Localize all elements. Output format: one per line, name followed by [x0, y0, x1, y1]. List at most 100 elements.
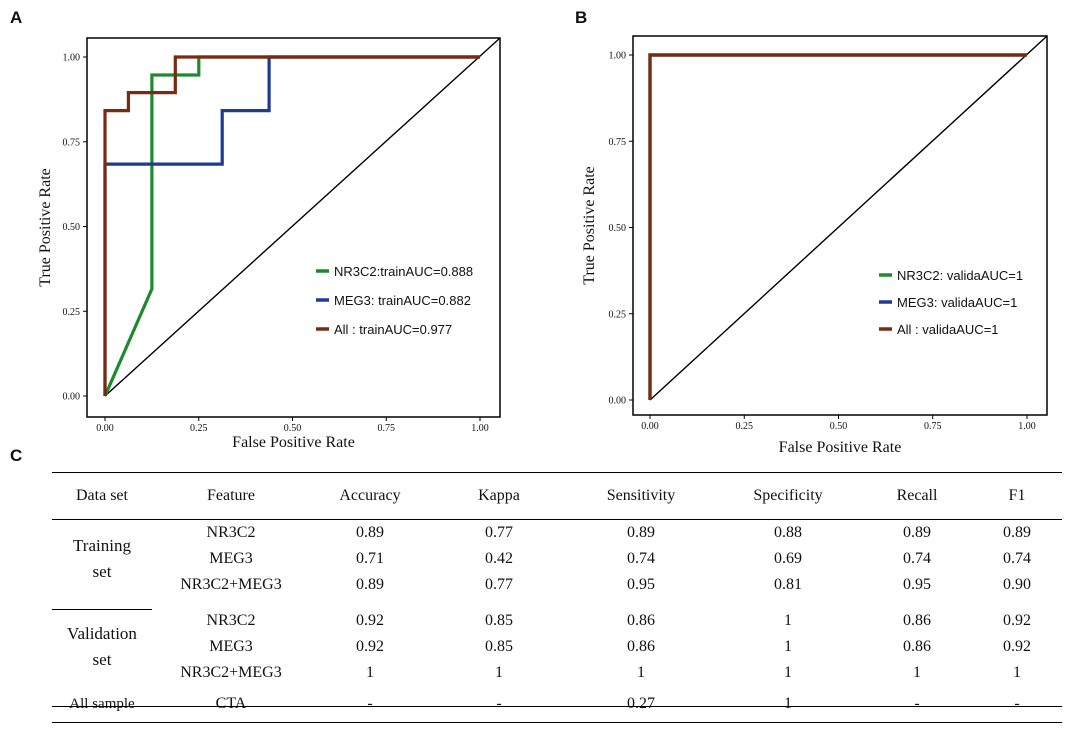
table-cell: -: [972, 686, 1062, 723]
table-cell: 0.74: [1003, 550, 1031, 567]
table-cell: MEG3: [209, 638, 253, 655]
roc-charts: 0.00 0.25 0.50 0.75 1.00 0.00 0.25 0.50 0.75 1.00…: [37, 35, 1048, 456]
table-cell: 0.95: [627, 576, 655, 593]
table-cell: 0.92: [356, 638, 384, 655]
table-cell: 0.85: [485, 638, 513, 655]
chart-a-legend-label-all: All : trainAUC=0.977: [334, 322, 452, 337]
table-cell: 0.95: [903, 576, 931, 593]
col-header-kappa: Kappa: [430, 472, 568, 520]
chart-a-x-tick-label: 0.75: [378, 423, 396, 434]
all-sample-divider: [52, 706, 1062, 707]
table-cell: 0.89: [903, 524, 931, 541]
table-cell: 0.89: [356, 524, 384, 541]
table-cell: 1: [637, 664, 645, 681]
table-cell: 0.71: [356, 550, 384, 567]
table-row: NR3C2+MEG3 1 1 1 1 1 1: [52, 660, 1062, 686]
chart-b-legend-label-nr3c2: NR3C2: validaAUC=1: [897, 268, 1023, 283]
table-cell: 0.86: [903, 612, 931, 629]
table-cell: 0.69: [774, 550, 802, 567]
chart-a-y-tick-label: 0.50: [63, 222, 81, 233]
table-header-row: Data set Feature Accuracy Kappa Sensitiv…: [52, 472, 1062, 520]
table-cell: 0.90: [1003, 576, 1031, 593]
table-cell: 0.92: [1003, 612, 1031, 629]
chart-b-y-tick-label: 0.50: [609, 223, 627, 234]
col-header-dataset: Data set: [52, 472, 152, 520]
table-cell: -: [862, 686, 972, 723]
table-cell: 0.86: [627, 638, 655, 655]
chart-a-x-tick-label: 0.25: [190, 423, 208, 434]
table-cell: 1: [784, 664, 792, 681]
group-validation: Validation set: [67, 624, 137, 669]
table-cell: 0.77: [485, 576, 513, 593]
table-cell: 1: [366, 664, 374, 681]
group-divider: [52, 609, 152, 610]
chart-b-y-tick-label: 1.00: [609, 51, 627, 62]
panel-label-c: C: [10, 446, 23, 465]
table-cell: 1: [913, 664, 921, 681]
table-cell: NR3C2+MEG3: [180, 576, 282, 593]
table-cell: 0.89: [627, 524, 655, 541]
panel-label-a: A: [10, 8, 23, 27]
chart-a-x-tick-label: 0.00: [96, 423, 114, 434]
metrics-table: Data set Feature Accuracy Kappa Sensitiv…: [52, 472, 1062, 723]
chart-a-x-tick-label: 0.50: [284, 423, 302, 434]
col-header-specificity: Specificity: [714, 472, 862, 520]
chart-b-legend-label-all: All : validaAUC=1: [897, 322, 999, 337]
table-cell: 0.81: [774, 576, 802, 593]
chart-b-x-tick-label: 0.50: [830, 421, 848, 432]
table-row: MEG3 0.92 0.85 0.86 1 0.86 0.92: [52, 634, 1062, 660]
chart-a-legend-label-meg3: MEG3: trainAUC=0.882: [334, 293, 471, 308]
chart-a-x-axis-title: False Positive Rate: [232, 434, 355, 451]
table-cell: 1: [495, 664, 503, 681]
chart-b-y-axis-title: True Positive Rate: [581, 166, 598, 285]
chart-b-x-tick-label: 0.75: [924, 421, 942, 432]
chart-a-x-tick-label: 1.00: [471, 423, 489, 434]
chart-a-plot-frame: [86, 37, 501, 418]
chart-b-plot-frame: [632, 35, 1048, 416]
table-cell: NR3C2: [206, 524, 256, 541]
table-row-all-sample: All sample CTA - - 0.27 1 - -: [52, 686, 1062, 723]
col-header-f1: F1: [972, 472, 1062, 520]
chart-a-series-all-line: [103, 55, 480, 396]
table-cell: 0.89: [356, 576, 384, 593]
table-cell: 0.92: [356, 612, 384, 629]
table-cell: 0.85: [485, 612, 513, 629]
table-row: Validation set NR3C2 0.92 0.85 0.86 1 0.8…: [52, 608, 1062, 669]
table-cell: MEG3: [209, 550, 253, 567]
col-header-feature: Feature: [152, 472, 310, 520]
table-cell: 0.77: [485, 524, 513, 541]
group-training: Training set: [73, 536, 131, 581]
table-row: MEG3 0.71 0.42 0.74 0.69 0.74 0.74: [52, 546, 1062, 572]
col-header-accuracy: Accuracy: [310, 472, 430, 520]
table-cell: 0.89: [1003, 524, 1031, 541]
table-cell: 0.92: [1003, 638, 1031, 655]
chart-a-legend-label-nr3c2: NR3C2:trainAUC=0.888: [334, 264, 473, 279]
table-row: NR3C2+MEG3 0.89 0.77 0.95 0.81 0.95 0.90: [52, 572, 1062, 598]
table-cell: 0.86: [627, 612, 655, 629]
chart-a-y-axis-title: True Positive Rate: [37, 168, 54, 287]
col-header-recall: Recall: [862, 472, 972, 520]
chart-b-x-tick-label: 0.00: [641, 421, 659, 432]
table-cell: 1: [784, 612, 792, 629]
col-header-sensitivity: Sensitivity: [568, 472, 714, 520]
chart-a-y-tick-label: 0.75: [63, 137, 81, 148]
chart-b-legend-label-meg3: MEG3: validaAUC=1: [897, 295, 1017, 310]
table-cell: CTA: [152, 686, 310, 723]
chart-b-x-axis-title: False Positive Rate: [779, 439, 902, 456]
table-cell: NR3C2+MEG3: [180, 664, 282, 681]
table-row: Training set NR3C2 0.89 0.77 0.89 0.88 0.…: [52, 520, 1062, 581]
table-cell: 1: [714, 686, 862, 723]
group-all-sample: All sample: [52, 686, 152, 723]
table-cell: 0.74: [627, 550, 655, 567]
chart-b-diagonal-reference-line: [649, 35, 1048, 401]
table-cell: 1: [784, 638, 792, 655]
panel-label-b: B: [575, 8, 588, 27]
table-cell: -: [430, 686, 568, 723]
chart-b-x-tick-label: 1.00: [1018, 421, 1036, 432]
chart-b-y-tick-label: 0.00: [609, 396, 627, 407]
row-spacer: [52, 598, 1062, 608]
chart-a-y-tick-label: 1.00: [63, 53, 81, 64]
chart-b-y-tick-label: 0.25: [609, 309, 627, 320]
chart-a-y-tick-label: 0.00: [63, 392, 81, 403]
table-cell: 1: [1013, 664, 1021, 681]
